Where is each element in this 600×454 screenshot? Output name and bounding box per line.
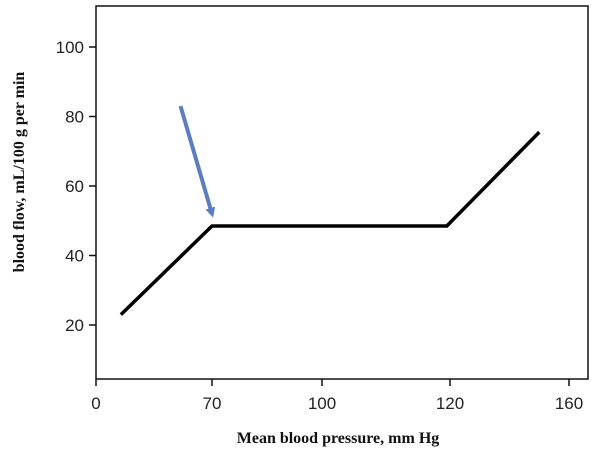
y-tick-label: 40 xyxy=(65,247,84,266)
y-tick-label: 100 xyxy=(56,38,84,57)
x-axis-title: Mean blood pressure, mm Hg xyxy=(237,430,440,447)
y-axis-title: blood flow, mL/100 g per min xyxy=(11,72,28,273)
blood-flow-line xyxy=(119,130,541,316)
x-tick-label: 120 xyxy=(436,394,464,413)
x-tick-label: 100 xyxy=(308,394,336,413)
x-tick-label: 70 xyxy=(203,394,222,413)
y-tick-label: 80 xyxy=(65,108,84,127)
plot-frame xyxy=(95,5,589,380)
y-tick-label: 60 xyxy=(65,177,84,196)
x-tick-label: 0 xyxy=(91,394,100,413)
y-tick-label: 20 xyxy=(65,316,84,335)
annotation-arrow xyxy=(178,105,216,218)
x-tick-label: 160 xyxy=(555,394,583,413)
